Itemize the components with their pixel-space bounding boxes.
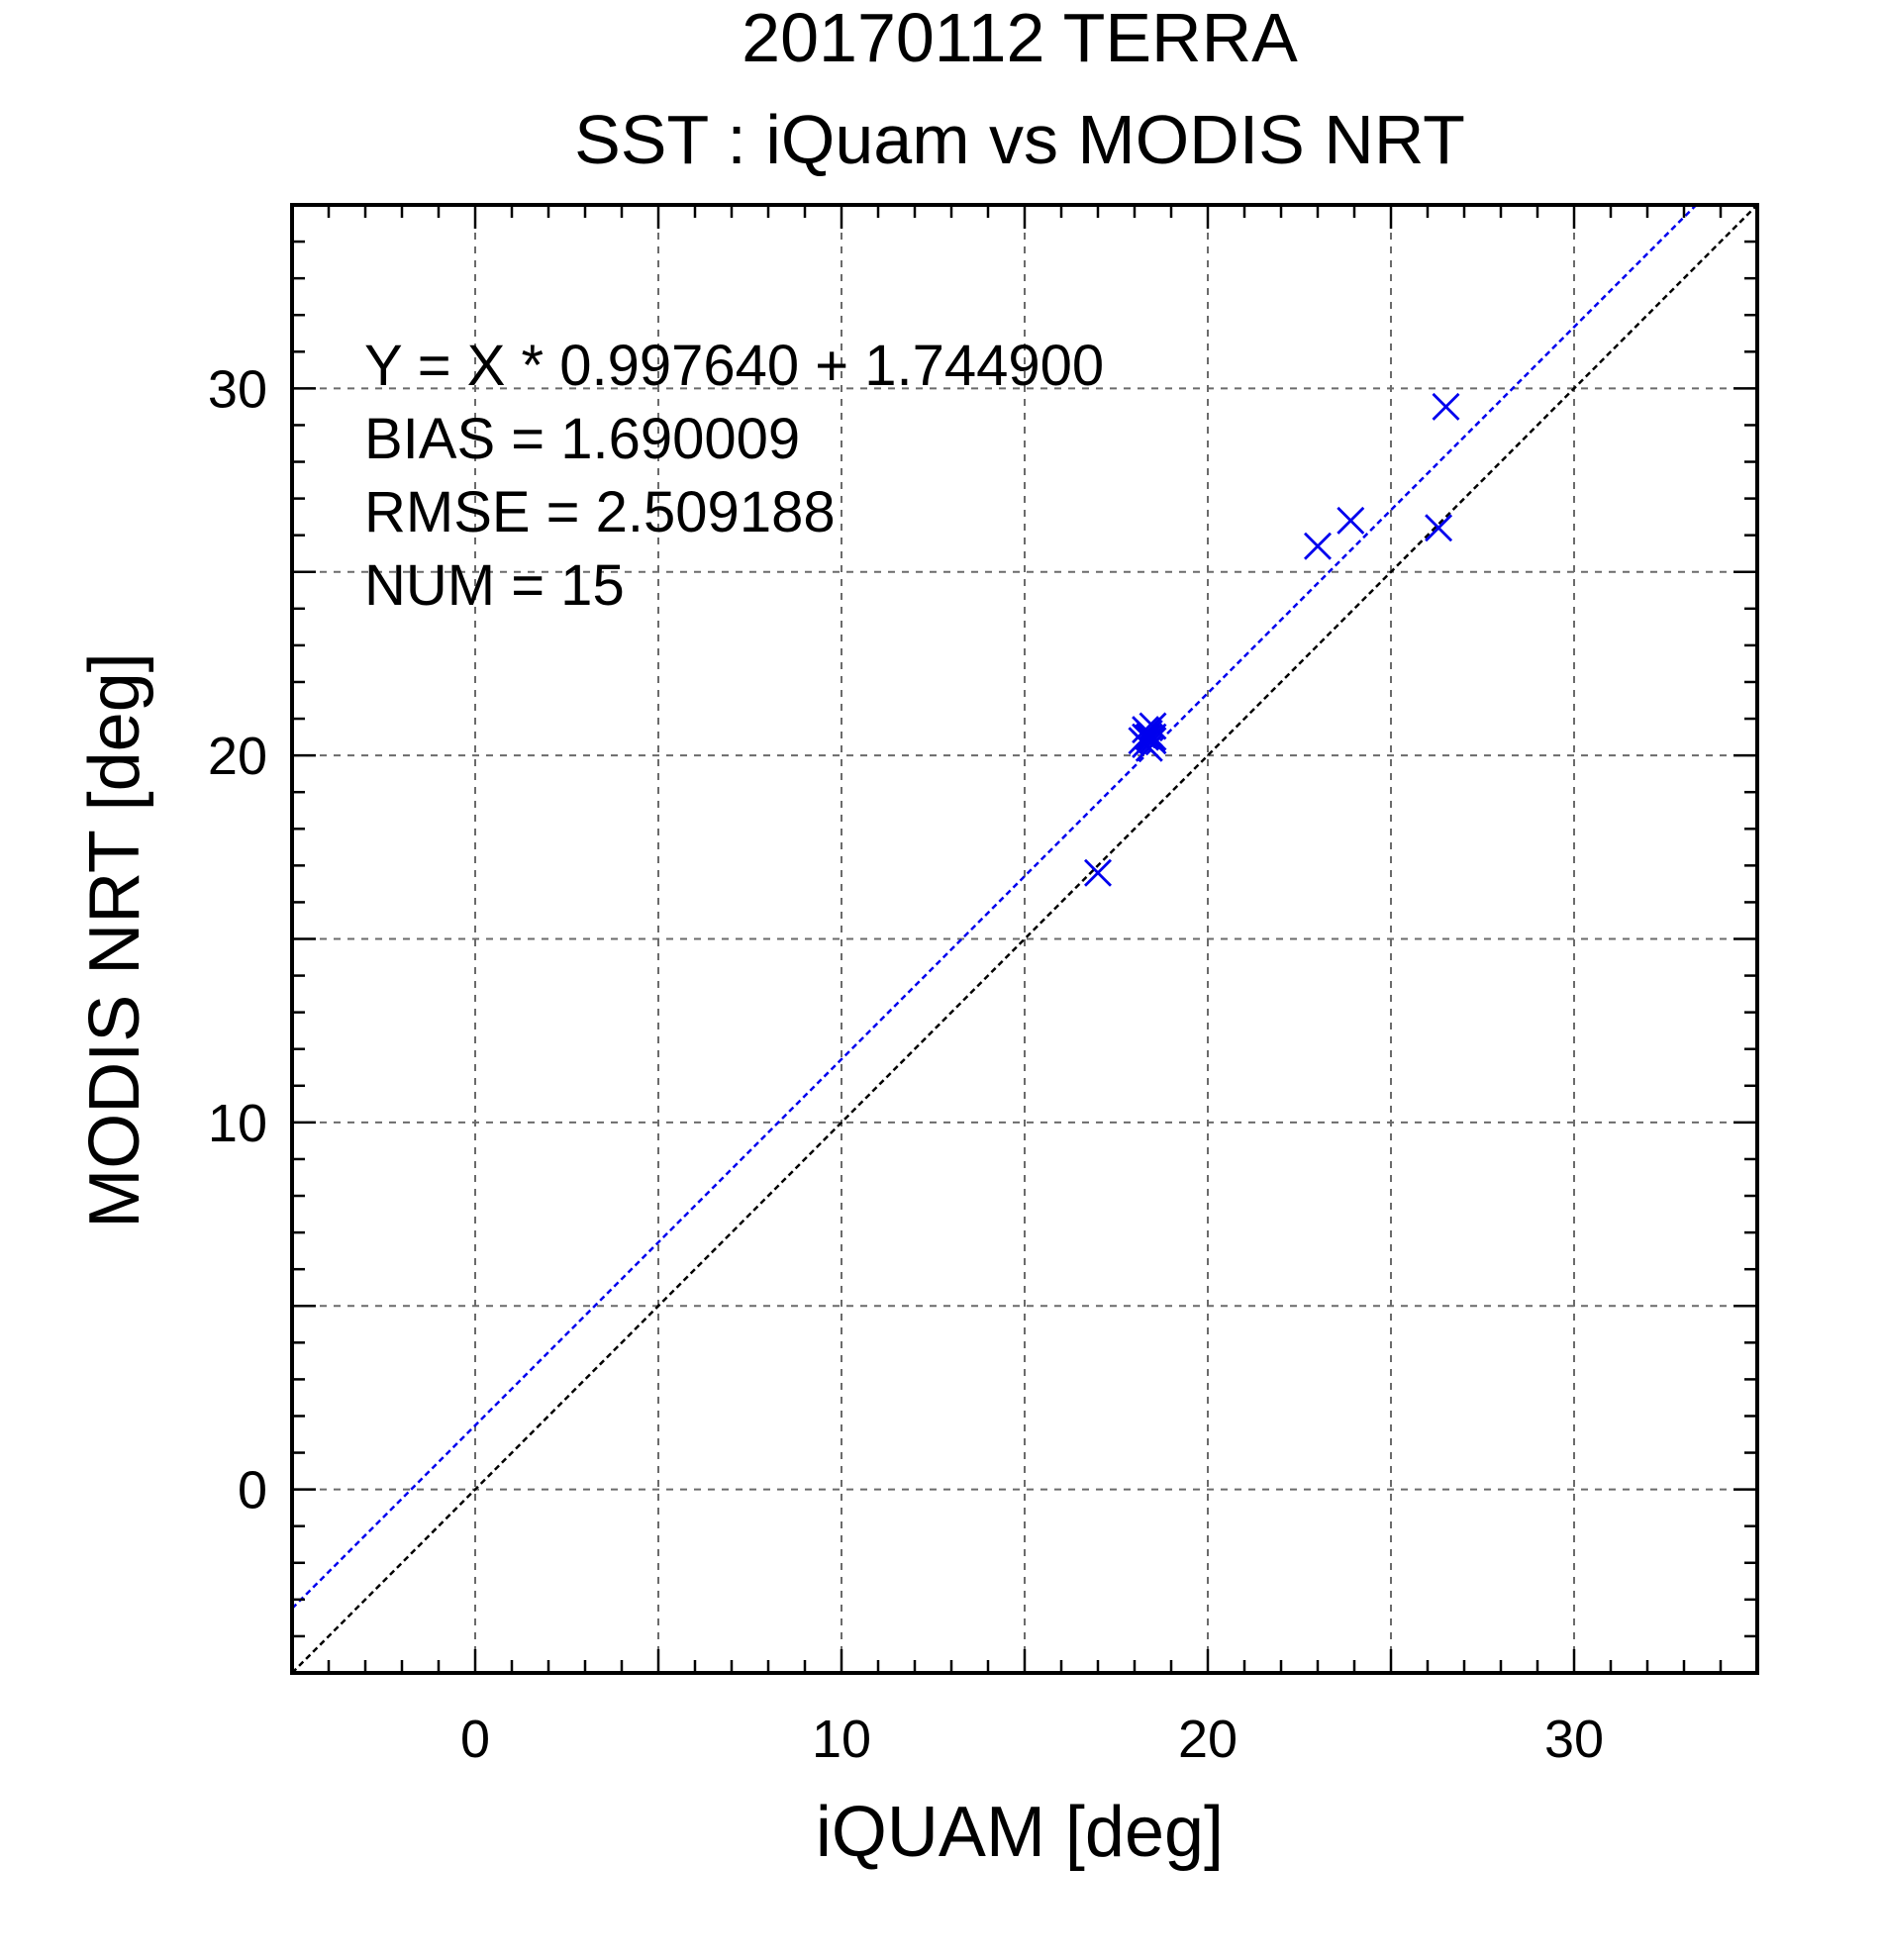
data-point-marker [1084,858,1112,887]
plot-frame [290,203,1759,1675]
data-point-marker [1132,731,1160,758]
identity-line [291,204,1758,1674]
axis-ticks [290,203,1759,1675]
x-tick-label: 20 [1178,1710,1238,1769]
rmse-stat: RMSE = 2.509188 [364,480,836,544]
x-tick-label: 0 [460,1710,490,1769]
data-point-marker [1138,712,1167,740]
data-points [1084,392,1460,887]
y-tick-label: 10 [208,1094,267,1153]
y-axis-label: MODIS NRT [deg] [75,652,154,1228]
data-point-marker [1336,506,1365,535]
regression-fit-line [291,204,1698,1610]
bias-stat: BIAS = 1.690009 [364,407,800,471]
data-point-marker [1304,532,1332,560]
y-tick-label: 30 [208,359,267,419]
x-axis-label: iQUAM [deg] [816,1793,1224,1872]
x-tick-label: 30 [1544,1710,1604,1769]
count-stat: NUM = 15 [364,553,625,618]
chart-title: 20170112 TERRA [742,0,1298,76]
y-tick-label: 20 [208,727,267,786]
data-point-marker [1135,719,1163,747]
data-point-marker [1425,514,1453,542]
y-tick-label: 0 [238,1461,267,1520]
data-point-marker [1432,392,1460,421]
regression-equation: Y = X * 0.997640 + 1.744900 [364,334,1104,398]
chart-subtitle: SST : iQuam vs MODIS NRT [574,101,1465,178]
data-point-marker [1135,723,1163,751]
x-tick-label: 10 [812,1710,871,1769]
tick-labels: 0 10 20 30 0 10 20 30 [208,359,1604,1769]
reference-lines [291,204,1758,1674]
